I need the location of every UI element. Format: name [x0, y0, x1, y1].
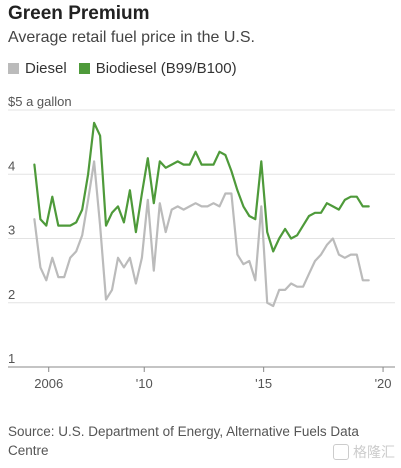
series-line-diesel	[33, 160, 370, 308]
y-tick-label: 4	[8, 158, 15, 173]
y-tick-label: 1	[8, 351, 15, 366]
y-tick-label: 3	[8, 223, 15, 238]
legend-item-biodiesel: Biodiesel (B99/B100)	[78, 60, 237, 77]
watermark-logo-icon	[333, 444, 349, 460]
x-axis: 2006 '10 '15 '20	[8, 366, 395, 391]
chart-subtitle: Average retail fuel price in the U.S.	[8, 29, 255, 46]
watermark: 格隆汇	[333, 442, 395, 462]
x-tick-label: '15	[255, 376, 272, 391]
legend-label-diesel: Diesel	[25, 60, 67, 77]
x-tick-label: '20	[375, 376, 392, 391]
series-line-biodiesel	[33, 121, 370, 253]
legend-item-diesel: Diesel	[8, 60, 67, 77]
y-tick-labels: $5 a gallon 4 3 2 1	[8, 94, 72, 366]
chart-title: Green Premium	[8, 3, 150, 24]
legend-label-biodiesel: Biodiesel (B99/B100)	[95, 60, 237, 77]
series-layer	[33, 121, 370, 308]
y-tick-label: 2	[8, 287, 15, 302]
source-note: Source: U.S. Department of Energy, Alter…	[8, 424, 359, 458]
grid-layer	[8, 109, 395, 368]
watermark-text: 格隆汇	[353, 444, 395, 460]
legend-swatch-diesel	[8, 63, 19, 74]
legend-swatch-biodiesel	[78, 63, 90, 74]
y-tick-label: $5 a gallon	[8, 94, 72, 109]
x-tick-label: '10	[136, 376, 153, 391]
legend: Diesel Biodiesel (B99/B100)	[8, 60, 249, 77]
x-tick-label: 2006	[34, 376, 63, 391]
line-chart: $5 a gallon 4 3 2 1 2006 '10 '15 '20	[8, 94, 395, 391]
